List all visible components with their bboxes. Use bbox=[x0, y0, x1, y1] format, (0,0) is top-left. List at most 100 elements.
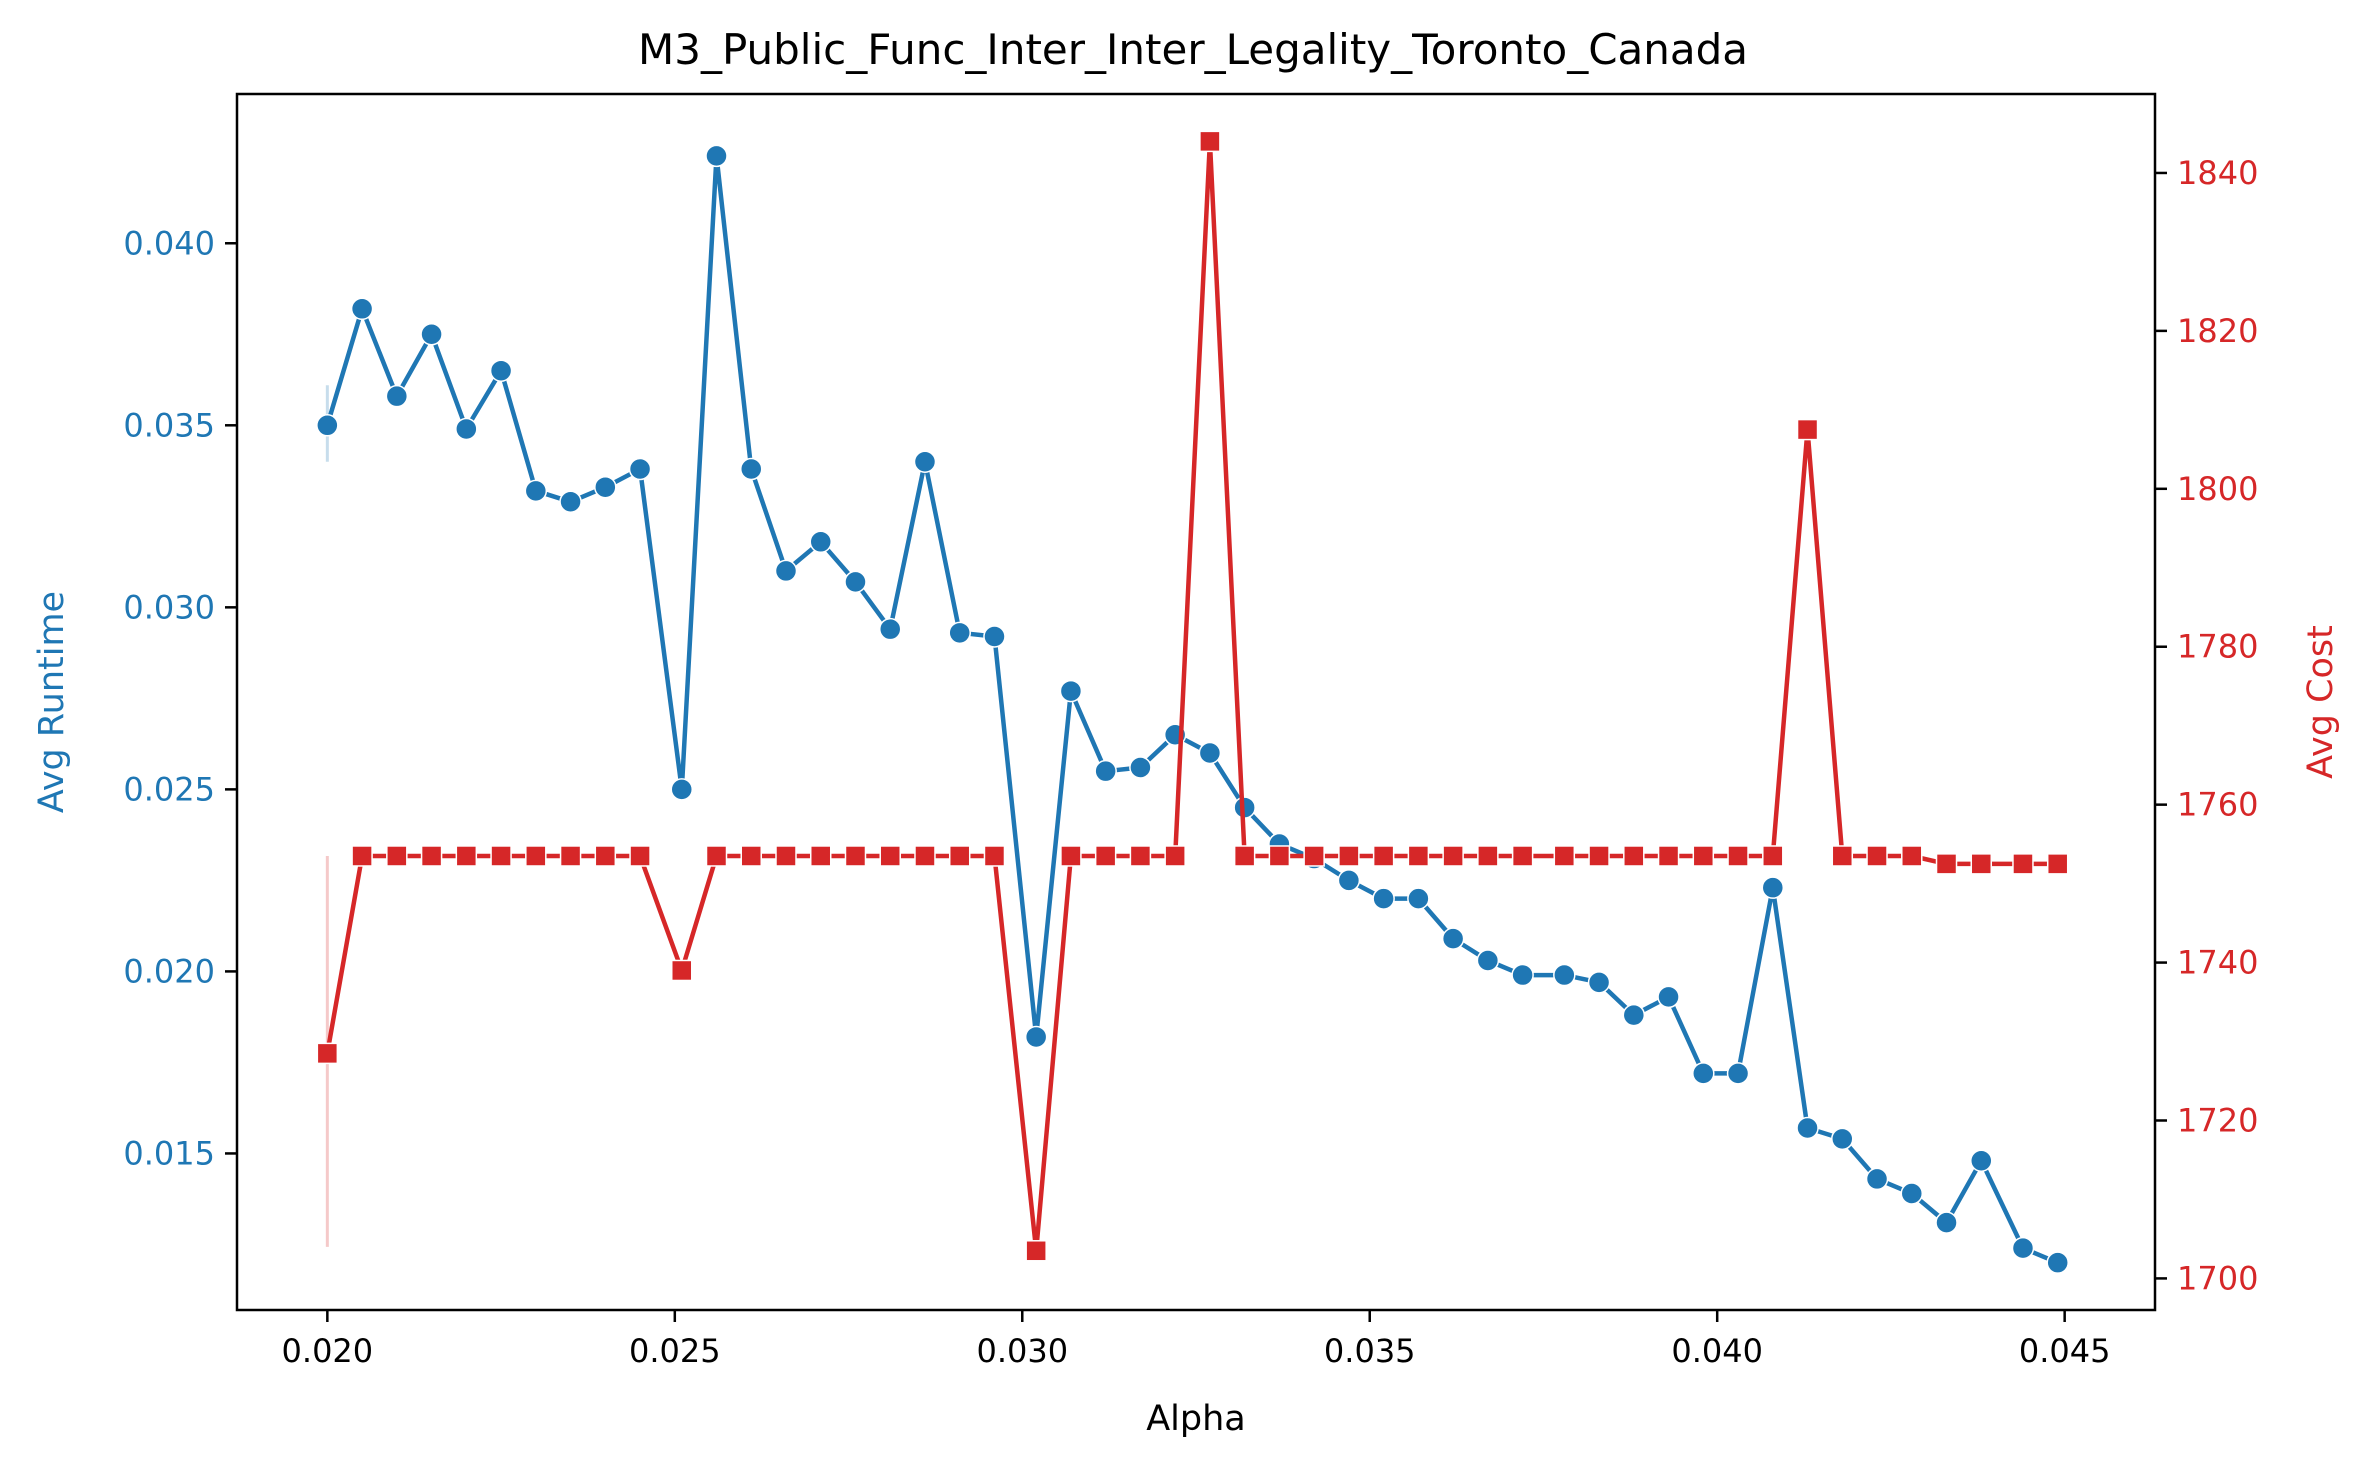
plot-area bbox=[316, 130, 2069, 1274]
avg-runtime-point bbox=[1935, 1211, 1958, 1234]
right-y-axis: 1700 1720 1740 1760 1780 1800 1820 1840 bbox=[2155, 154, 2258, 1297]
avg-cost-point bbox=[1727, 845, 1749, 867]
avg-cost-point bbox=[1623, 845, 1645, 867]
avg-runtime-point bbox=[1865, 1167, 1889, 1191]
avg-runtime-point bbox=[913, 450, 937, 473]
avg-cost-point bbox=[1338, 845, 1360, 867]
avg-runtime-point bbox=[594, 475, 617, 499]
avg-cost-point bbox=[1060, 845, 1082, 867]
avg-cost-point bbox=[1588, 845, 1610, 867]
avg-cost-point bbox=[1164, 845, 1186, 867]
avg-runtime-point bbox=[1761, 876, 1785, 899]
x-tick-label: 0.020 bbox=[282, 1332, 374, 1370]
avg-cost-line bbox=[325, 139, 2058, 1254]
avg-cost-point bbox=[1268, 845, 1291, 867]
avg-runtime-point bbox=[316, 414, 339, 437]
x-tick-label: 0.025 bbox=[629, 1332, 721, 1370]
avg-runtime-point bbox=[420, 323, 443, 346]
x-tick-label: 0.035 bbox=[1324, 1332, 1416, 1370]
avg-cost-point bbox=[948, 845, 971, 867]
avg-cost-point bbox=[559, 845, 582, 867]
avg-cost-point bbox=[1233, 845, 1256, 867]
right-y-tick-label: 1800 bbox=[2177, 470, 2258, 508]
avg-cost-point bbox=[1762, 845, 1784, 867]
right-y-tick-label: 1740 bbox=[2177, 944, 2258, 982]
avg-runtime-point bbox=[385, 384, 409, 408]
avg-runtime-point bbox=[1129, 756, 1152, 779]
right-y-tick-label: 1780 bbox=[2177, 628, 2258, 666]
avg-runtime-point bbox=[705, 144, 728, 168]
right-y-axis-label: Avg Cost bbox=[2301, 625, 2341, 779]
avg-cost-point bbox=[1094, 845, 1117, 867]
right-y-tick-label: 1820 bbox=[2177, 312, 2258, 350]
x-tick-label: 0.045 bbox=[2019, 1332, 2111, 1370]
avg-cost-point bbox=[914, 845, 936, 867]
x-axis: 0.020 0.025 0.030 0.035 0.040 0.045 bbox=[282, 1310, 2111, 1370]
avg-cost-point bbox=[844, 845, 867, 867]
avg-cost-point bbox=[1553, 845, 1576, 867]
avg-cost-point bbox=[316, 1042, 339, 1065]
avg-cost-point bbox=[1692, 845, 1715, 867]
avg-cost-point bbox=[455, 845, 478, 867]
right-y-tick-label: 1700 bbox=[2177, 1259, 2258, 1297]
avg-runtime-line bbox=[325, 153, 2059, 1265]
avg-runtime-point bbox=[1657, 985, 1680, 1009]
left-y-tick-label: 0.015 bbox=[123, 1134, 215, 1172]
plot-frame bbox=[235, 92, 2157, 1312]
avg-runtime-point bbox=[1337, 869, 1361, 892]
right-y-tick-label: 1840 bbox=[2177, 154, 2258, 192]
avg-runtime-point bbox=[524, 479, 548, 503]
left-y-axis: 0.015 0.020 0.025 0.030 0.035 0.040 bbox=[123, 224, 237, 1172]
avg-cost-point bbox=[1831, 845, 1854, 867]
x-axis-label: Alpha bbox=[1146, 1399, 1246, 1439]
left-y-axis-label: Avg Runtime bbox=[32, 591, 72, 813]
avg-cost-point bbox=[740, 845, 762, 867]
avg-runtime-point bbox=[1831, 1127, 1854, 1151]
right-y-tick-label: 1720 bbox=[2177, 1101, 2258, 1139]
avg-runtime-point bbox=[1553, 963, 1576, 987]
avg-runtime-point bbox=[948, 621, 971, 645]
avg-runtime-point bbox=[1970, 1149, 1993, 1172]
avg-cost-point bbox=[2046, 853, 2069, 875]
avg-cost-point bbox=[1796, 418, 1819, 441]
left-y-tick-label: 0.020 bbox=[123, 952, 215, 990]
avg-cost-point bbox=[1935, 853, 1958, 875]
avg-runtime-point bbox=[1692, 1062, 1715, 1085]
avg-runtime-point bbox=[1059, 679, 1083, 703]
avg-runtime-point bbox=[1587, 971, 1611, 994]
avg-runtime-point bbox=[1024, 1025, 1048, 1049]
left-y-tick-label: 0.030 bbox=[123, 588, 215, 626]
avg-cost-point bbox=[1866, 845, 1888, 867]
avg-runtime-point bbox=[628, 457, 652, 481]
avg-cost-point bbox=[1407, 845, 1430, 867]
avg-cost-point bbox=[525, 845, 547, 867]
avg-runtime-point bbox=[1726, 1062, 1750, 1085]
avg-runtime-point bbox=[739, 457, 763, 481]
right-y-tick-label: 1760 bbox=[2177, 786, 2258, 824]
avg-cost-point bbox=[594, 845, 617, 867]
avg-cost-point bbox=[1477, 845, 1499, 867]
avg-runtime-point bbox=[1622, 1003, 1646, 1027]
avg-runtime-point bbox=[1900, 1182, 1924, 1205]
avg-cost-point bbox=[1511, 845, 1534, 867]
avg-cost-point bbox=[1970, 853, 1993, 875]
x-tick-label: 0.030 bbox=[976, 1332, 1068, 1370]
avg-cost-point bbox=[1129, 845, 1152, 867]
avg-cost-point bbox=[671, 959, 693, 982]
avg-runtime-point bbox=[2011, 1236, 2035, 1260]
avg-runtime-point bbox=[844, 570, 867, 594]
avg-cost-point bbox=[1372, 845, 1395, 867]
avg-cost-point bbox=[775, 845, 797, 867]
avg-runtime-point bbox=[1511, 963, 1534, 987]
left-y-tick-label: 0.025 bbox=[123, 770, 215, 808]
avg-cost-point bbox=[983, 845, 1006, 867]
avg-runtime-point bbox=[1796, 1116, 1819, 1140]
avg-cost-point bbox=[1442, 845, 1464, 867]
avg-cost-point bbox=[629, 845, 651, 867]
left-y-tick-label: 0.035 bbox=[123, 406, 215, 444]
avg-runtime-point bbox=[350, 297, 374, 321]
avg-cost-point bbox=[1303, 845, 1325, 867]
avg-runtime-point bbox=[1198, 741, 1222, 765]
chart-title: M3_Public_Func_Inter_Inter_Legality_Toro… bbox=[638, 25, 1748, 74]
avg-runtime-point bbox=[559, 490, 582, 514]
